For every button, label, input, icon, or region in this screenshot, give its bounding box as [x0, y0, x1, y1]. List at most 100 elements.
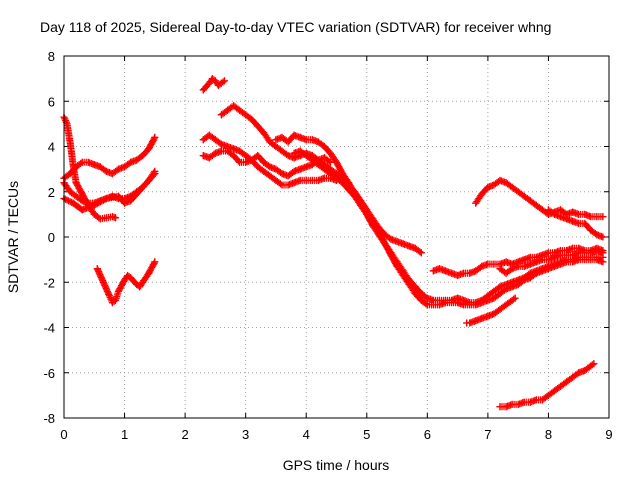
- data-point: [593, 231, 601, 239]
- data-point: [538, 255, 547, 264]
- data-point: [441, 267, 450, 275]
- data-point: [66, 138, 74, 146]
- data-point: [90, 201, 98, 209]
- data-point: [254, 163, 262, 171]
- data-point: [511, 294, 519, 302]
- x-tick-label: 0: [60, 427, 67, 442]
- data-point: [242, 111, 250, 119]
- grid-lines: [64, 56, 609, 418]
- data-point: [126, 197, 135, 205]
- data-point: [496, 283, 504, 291]
- data-point: [538, 396, 547, 404]
- data-point: [229, 151, 238, 160]
- data-point: [248, 156, 256, 164]
- data-point: [441, 298, 450, 307]
- data-point: [502, 258, 510, 266]
- data-point: [102, 167, 111, 176]
- series-s15: [472, 176, 607, 221]
- data-point: [199, 151, 207, 160]
- data-point: [575, 369, 583, 377]
- data-point: [502, 403, 510, 411]
- data-point: [520, 255, 528, 264]
- data-point: [453, 271, 462, 280]
- data-point: [502, 301, 510, 309]
- data-point: [126, 158, 135, 166]
- data-point: [375, 228, 383, 237]
- data-point: [229, 145, 238, 153]
- chart-title: Day 118 of 2025, Sidereal Day-to-day VTE…: [40, 19, 551, 35]
- series-s6: [199, 74, 229, 94]
- data-point: [556, 251, 565, 259]
- data-point: [235, 147, 244, 155]
- data-point: [78, 190, 86, 198]
- data-point: [417, 249, 425, 257]
- data-point: [242, 158, 250, 166]
- data-point: [66, 188, 74, 196]
- data-point: [229, 102, 238, 110]
- data-point: [111, 214, 120, 222]
- data-point: [260, 158, 268, 166]
- data-point: [544, 391, 553, 400]
- data-point: [290, 167, 298, 176]
- data-point: [496, 176, 504, 185]
- data-point: [211, 149, 220, 157]
- data-point: [387, 235, 395, 243]
- data-point: [581, 219, 589, 228]
- data-point: [520, 192, 528, 200]
- x-tick-label: 7: [484, 427, 491, 442]
- data-point: [136, 283, 144, 291]
- data-point: [272, 176, 280, 185]
- data-point: [99, 278, 108, 286]
- data-point: [544, 255, 553, 264]
- data-point: [120, 199, 129, 207]
- data-point: [320, 174, 329, 182]
- data-point: [105, 292, 114, 300]
- series-s16: [544, 206, 607, 241]
- data-point: [72, 179, 80, 187]
- data-point: [387, 251, 395, 259]
- data-point: [326, 149, 335, 157]
- data-point: [139, 183, 147, 191]
- y-tick-label: 0: [48, 230, 55, 245]
- data-point: [108, 170, 117, 178]
- data-point: [151, 258, 159, 266]
- series-s5: [93, 258, 159, 307]
- x-tick-label: 1: [121, 427, 128, 442]
- data-point: [114, 192, 123, 200]
- series-s12: [429, 244, 607, 280]
- data-point: [284, 181, 292, 189]
- data-point: [508, 183, 516, 191]
- data-point: [544, 249, 553, 257]
- data-point: [423, 301, 431, 309]
- data-point: [302, 151, 310, 160]
- data-point: [532, 396, 540, 404]
- data-point: [72, 192, 80, 200]
- data-point: [556, 206, 565, 214]
- data-point: [139, 151, 147, 160]
- data-point: [266, 163, 274, 171]
- data-point: [211, 136, 220, 144]
- data-point: [284, 172, 292, 180]
- data-point: [84, 158, 92, 166]
- data-point: [472, 301, 480, 309]
- data-point: [332, 174, 341, 182]
- data-point: [369, 219, 377, 228]
- data-point: [133, 156, 141, 164]
- data-point: [526, 274, 534, 282]
- data-point: [302, 136, 310, 144]
- data-point: [417, 289, 425, 298]
- data-point: [326, 158, 335, 166]
- data-point: [484, 183, 492, 191]
- data-point: [569, 217, 577, 225]
- data-point: [484, 296, 492, 304]
- data-point: [544, 265, 553, 273]
- data-point: [569, 208, 577, 216]
- data-point: [220, 77, 229, 85]
- data-point: [490, 287, 498, 295]
- data-point: [205, 79, 213, 87]
- data-point: [223, 106, 232, 114]
- data-point: [484, 260, 492, 268]
- data-point: [357, 201, 365, 209]
- series-s17: [496, 360, 598, 411]
